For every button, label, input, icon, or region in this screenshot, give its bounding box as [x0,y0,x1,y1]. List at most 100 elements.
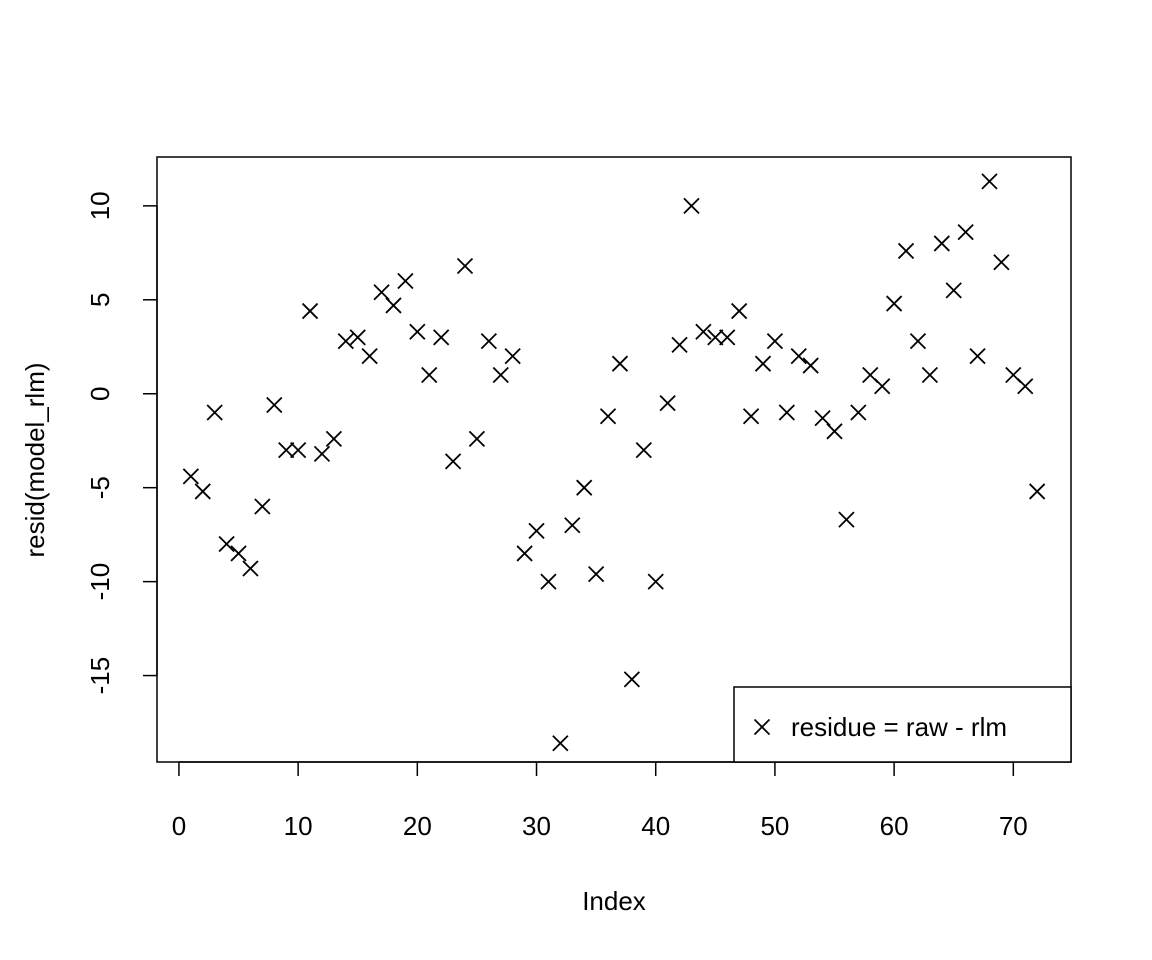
data-point [981,173,998,190]
plot-box [156,156,1072,763]
x-tick-label: 40 [641,811,670,841]
data-point [576,479,593,496]
data-point-stroke-b [504,348,521,365]
data-point [325,430,343,447]
data-point [671,336,688,354]
data-point [421,366,438,384]
data-point-stroke-b [552,735,569,752]
data-point-stroke-b [599,408,617,425]
data-point-stroke-b [289,441,307,459]
data-point-stroke-b [611,355,629,372]
data-point-stroke-b [266,396,283,414]
data-point [957,224,974,241]
data-point [850,404,867,421]
data-point [647,573,664,590]
data-point-stroke-b [707,329,724,346]
data-point [838,511,855,528]
data-point-stroke-b [516,545,533,562]
data-point-stroke-b [194,483,211,500]
data-point [444,453,462,470]
data-point [409,323,426,340]
data-point-stroke-b [635,441,652,459]
y-axis: -15 -10 -5 0 5 10 [85,191,158,695]
y-tick-label: 0 [85,387,115,401]
data-point [778,404,795,421]
data-point [945,282,962,299]
data-point [278,441,295,459]
data-point-stroke-b [456,257,474,275]
data-point-stroke-b [957,224,974,241]
data-point-stroke-b [325,430,343,447]
data-point-stroke-b [576,479,593,496]
data-point-stroke-b [278,441,295,459]
data-point-stroke-b [969,348,986,365]
data-point [468,430,486,447]
data-point [194,483,211,500]
data-point-stroke-b [492,366,509,384]
data-point-stroke-b [623,671,641,688]
data-point-stroke-b [814,410,831,427]
data-point [456,257,474,275]
data-point [897,242,915,260]
x-tick-label: 70 [999,811,1028,841]
data-point-stroke-b [385,297,402,314]
legend-label: residue = raw - rlm [791,712,1007,742]
data-point-stroke-b [897,242,915,260]
data-point-stroke-b [254,498,271,515]
data-point-stroke-b [659,394,676,412]
data-point-stroke-b [909,332,927,350]
data-point-stroke-b [862,366,879,384]
data-point [814,410,831,427]
data-point [766,332,784,350]
data-point [599,408,617,425]
data-point-stroke-b [647,573,664,590]
data-point [933,235,950,252]
data-point-stroke-b [945,282,962,299]
data-point-stroke-b [361,348,378,365]
x-axis: 0 10 20 30 40 50 60 70 [172,761,1028,841]
data-point-stroke-b [242,560,259,577]
data-point [719,329,736,346]
data-point [552,735,569,752]
data-point-stroke-b [719,329,736,346]
data-point [659,394,676,412]
data-point-stroke-b [921,366,939,384]
legend-marker-stroke-b [753,718,771,736]
data-point-stroke-b [373,284,390,301]
data-point-stroke-b [468,430,486,447]
data-point-stroke-b [206,404,223,421]
legend-marker-x-icon [753,718,771,736]
data-point [1029,483,1046,500]
data-point [587,565,605,583]
x-tick-label: 0 [172,811,186,841]
y-tick-label: -15 [85,657,115,695]
legend: residue = raw - rlm [733,686,1072,763]
data-point [993,254,1010,271]
data-point-stroke-b [1029,483,1046,500]
data-point-stroke-b [885,295,903,312]
data-point [635,441,652,459]
data-point [516,545,533,562]
data-point-stroke-b [301,302,319,320]
data-point [361,348,378,365]
data-point [313,445,331,462]
data-point-stroke-b [778,404,795,421]
data-point [885,295,903,312]
data-point-stroke-b [850,404,867,421]
data-point [254,498,271,515]
data-point [909,332,927,350]
data-point-stroke-b [981,173,998,190]
data-point [433,329,450,346]
data-point-stroke-b [742,408,760,425]
data-point-stroke-b [587,565,605,583]
data-point [218,535,235,553]
data-point [683,197,700,214]
data-point [874,378,891,395]
data-point-stroke-b [933,235,950,252]
x-tick-label: 10 [284,811,313,841]
y-tick-label: 5 [85,293,115,307]
data-point [206,404,223,421]
y-axis-title: resid(model_rlm) [20,362,50,557]
x-tick-label: 60 [880,811,909,841]
